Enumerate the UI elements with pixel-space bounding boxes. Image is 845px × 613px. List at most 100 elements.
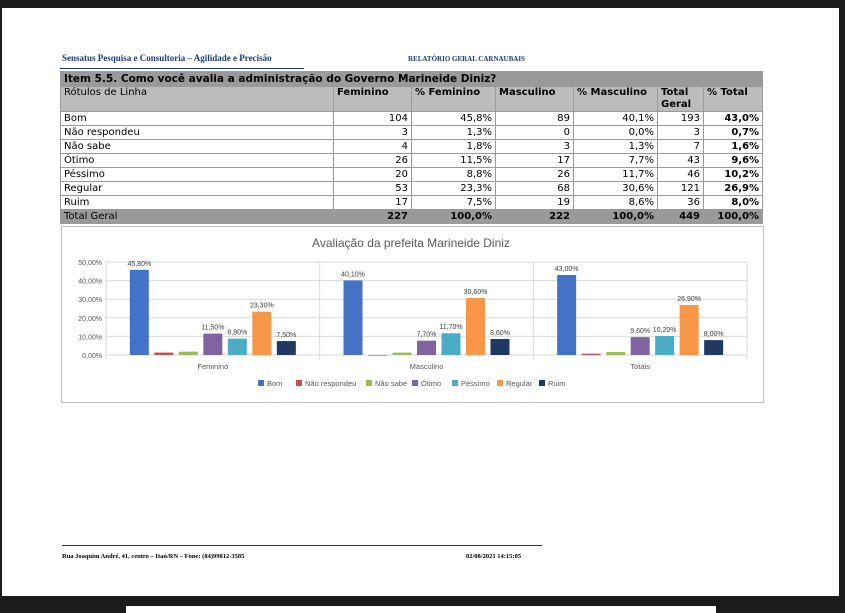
- cell-total: 121: [657, 181, 704, 196]
- bar-péssimo: [655, 336, 675, 355]
- cell-total: 46: [657, 167, 704, 182]
- chart-title: Avaliação da prefeita Marineide Diniz: [312, 236, 510, 250]
- bar-ótimo: [203, 333, 223, 355]
- bar-não-sabe: [606, 352, 626, 355]
- col-header-masc: Masculino: [495, 86, 574, 112]
- company-name: Sensatus Pesquisa e Consultoria – Agilid…: [62, 53, 272, 63]
- table-row: Péssimo 20 8,8% 26 11,7% 46 10,2%: [60, 167, 764, 182]
- total-pct-masc: 100,0%: [573, 209, 658, 224]
- table-header-row: Rótulos de Linha Feminino % Feminino Mas…: [60, 86, 764, 112]
- table-row: Não sabe 4 1,8% 3 1,3% 7 1,6%: [60, 139, 764, 154]
- bar-data-label: 30,60%: [464, 289, 488, 296]
- table-row: Não respondeu 3 1,3% 0 0,0% 3 0,7%: [60, 125, 764, 140]
- total-pct-fem: 100,0%: [411, 209, 496, 224]
- table-row: Ruim 17 7,5% 19 8,6% 36 8,0%: [60, 195, 764, 210]
- cell-pct-total: 1,6%: [702, 139, 764, 154]
- cell-fem: 17: [333, 195, 412, 210]
- bar-data-label: 23,30%: [250, 303, 274, 310]
- bar-ruim: [276, 341, 296, 355]
- bar-bom: [557, 275, 577, 355]
- cell-fem: 4: [333, 139, 412, 154]
- cell-total: 43: [657, 153, 704, 168]
- cell-pct-masc: 1,3%: [573, 139, 658, 154]
- legend-swatch: [366, 380, 372, 386]
- bar-não-sabe: [178, 351, 198, 355]
- cell-fem: 3: [333, 125, 412, 140]
- bar-data-label: 11,50%: [201, 325, 224, 332]
- cell-pct-total: 9,6%: [702, 153, 764, 168]
- cell-total: 3: [657, 125, 704, 140]
- legend-swatch: [258, 380, 264, 386]
- bar-regular: [679, 304, 699, 355]
- col-header-fem: Feminino: [333, 86, 412, 112]
- table-title-row: Item 5.5. Como você avalia a administraç…: [59, 71, 764, 87]
- cell-pct-fem: 11,5%: [411, 153, 496, 168]
- cell-label: Ótimo: [60, 153, 334, 168]
- table-row: Bom 104 45,8% 89 40,1% 193 43,0%: [60, 111, 764, 126]
- cell-pct-fem: 45,8%: [411, 111, 496, 126]
- cell-masc: 17: [495, 153, 574, 168]
- y-tick-label: 50,00%: [78, 260, 102, 267]
- bar-não-sabe: [392, 352, 412, 355]
- y-tick-label: 20,00%: [78, 316, 102, 323]
- cell-masc: 89: [495, 111, 574, 126]
- next-page-edge: [126, 606, 716, 613]
- cell-pct-fem: 1,3%: [411, 125, 496, 140]
- cell-label: Regular: [60, 181, 334, 196]
- bar-bom: [129, 269, 149, 355]
- legend-label: Péssimo: [461, 379, 490, 388]
- cell-pct-total: 8,0%: [702, 195, 764, 210]
- bar-data-label: 9,60%: [630, 328, 650, 335]
- cell-pct-masc: 7,7%: [573, 153, 658, 168]
- cell-fem: 53: [333, 181, 412, 196]
- col-header-pct-masc: % Masculino: [573, 86, 658, 112]
- bar-data-label: 7,70%: [417, 332, 437, 339]
- x-category-label: Feminino: [197, 362, 228, 371]
- y-tick-label: 0,00%: [82, 353, 102, 360]
- bar-data-label: 11,70%: [439, 324, 462, 331]
- total-masc: 222: [495, 209, 574, 224]
- y-tick-label: 40,00%: [78, 279, 102, 286]
- bar-ruim: [704, 340, 724, 355]
- cell-masc: 19: [495, 195, 574, 210]
- bar-não-respondeu: [368, 355, 387, 356]
- cell-pct-total: 10,2%: [702, 167, 764, 182]
- legend-label: Ótimo: [421, 379, 441, 388]
- bar-data-label: 8,60%: [490, 330, 510, 337]
- cell-pct-total: 0,7%: [702, 125, 764, 140]
- legend-label: Não respondeu: [305, 379, 356, 388]
- report-title: RELATÓRIO GERAL CARNAUBAIS: [408, 55, 525, 63]
- total-fem: 227: [333, 209, 412, 224]
- bar-data-label: 26,90%: [677, 296, 701, 303]
- bar-data-label: 8,80%: [227, 330, 247, 337]
- cell-pct-fem: 8,8%: [411, 167, 496, 182]
- legend-label: Regular: [506, 379, 533, 388]
- x-category-label: Masculino: [410, 362, 444, 371]
- bar-data-label: 40,10%: [341, 271, 365, 278]
- bar-ruim: [490, 339, 510, 355]
- cell-pct-masc: 30,6%: [573, 181, 658, 196]
- y-tick-label: 10,00%: [78, 334, 102, 341]
- cell-pct-masc: 0,0%: [573, 125, 658, 140]
- cell-label: Péssimo: [60, 167, 334, 182]
- col-header-pct-total: % Total: [702, 86, 764, 112]
- footer-rule: [62, 545, 542, 546]
- bar-data-label: 43,00%: [555, 266, 579, 273]
- bar-não-respondeu: [154, 352, 174, 355]
- bar-data-label: 7,50%: [276, 332, 296, 339]
- y-tick-label: 30,00%: [78, 297, 102, 304]
- total-total: 449: [657, 209, 704, 224]
- x-category-label: Totais: [630, 362, 650, 371]
- legend-swatch: [497, 380, 503, 386]
- bar-regular: [252, 311, 272, 355]
- legend-label: Bom: [267, 379, 282, 388]
- footer-datetime: 02/08/2021 14:15:05: [466, 553, 522, 560]
- table-row: Ótimo 26 11,5% 17 7,7% 43 9,6%: [60, 153, 764, 168]
- chart-container: Avaliação da prefeita Marineide Diniz 0,…: [61, 226, 764, 403]
- cell-masc: 68: [495, 181, 574, 196]
- cell-pct-total: 43,0%: [702, 111, 764, 126]
- legend-swatch: [539, 380, 545, 386]
- bar-péssimo: [441, 333, 461, 355]
- col-header-label: Rótulos de Linha: [60, 86, 334, 112]
- results-table: Item 5.5. Como você avalia a administraç…: [59, 71, 764, 224]
